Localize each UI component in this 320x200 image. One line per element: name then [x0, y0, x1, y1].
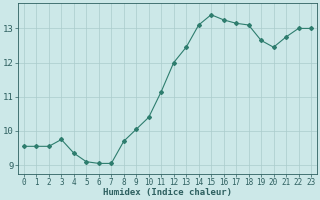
X-axis label: Humidex (Indice chaleur): Humidex (Indice chaleur) [103, 188, 232, 197]
